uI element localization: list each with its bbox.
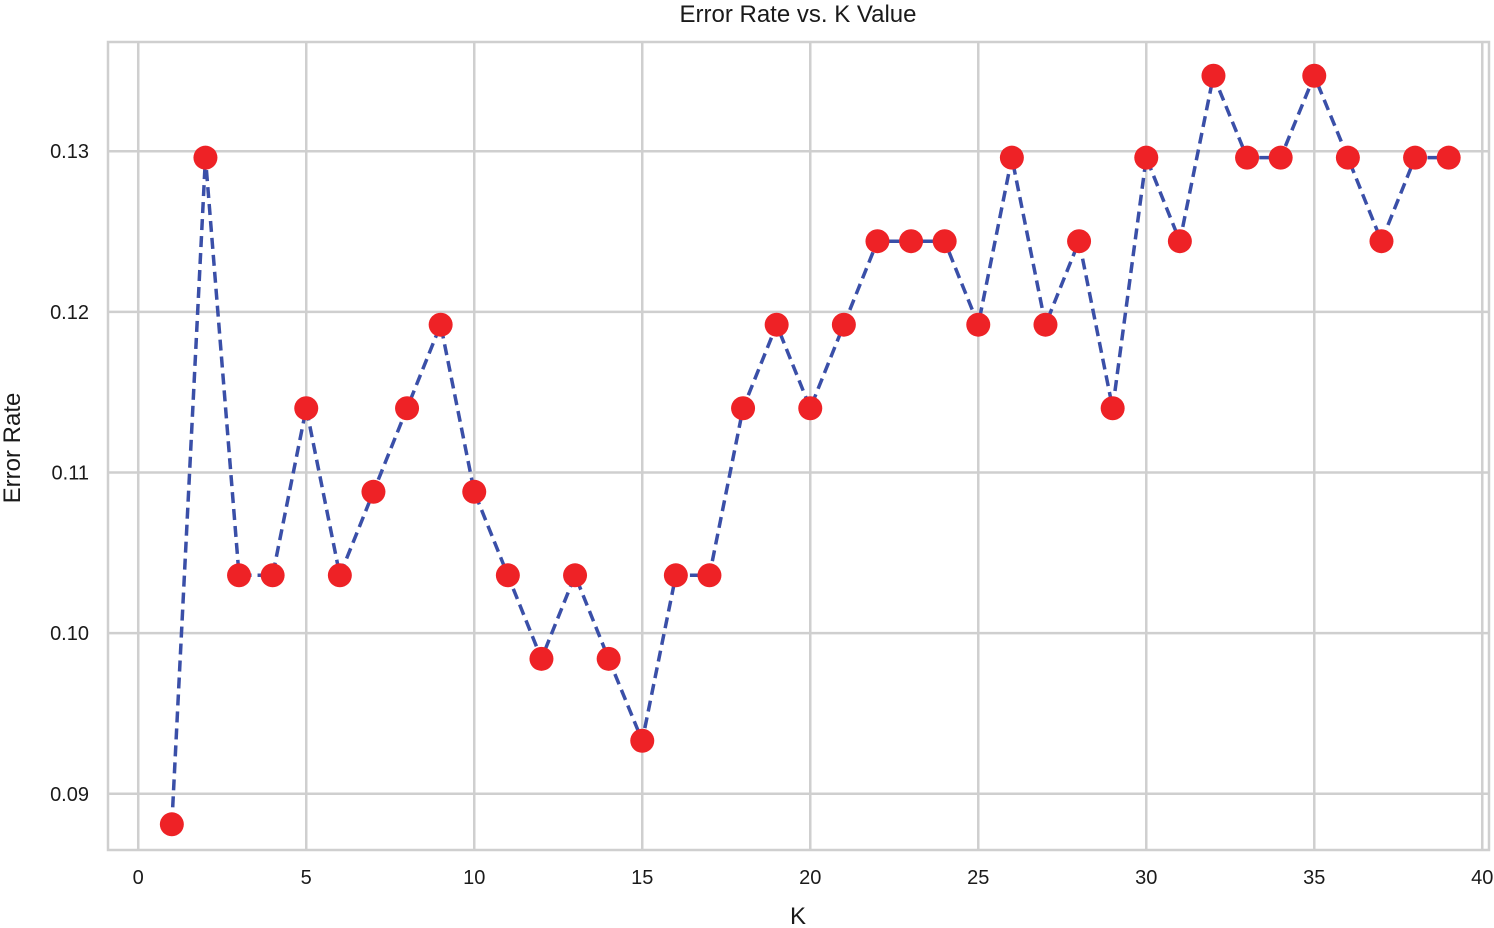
data-point-k18: [731, 396, 756, 421]
x-tick-label: 25: [967, 867, 989, 889]
x-tick-label: 10: [463, 867, 485, 889]
x-tick-label: 20: [799, 867, 821, 889]
y-tick-label: 0.12: [50, 302, 89, 324]
x-tick-label: 0: [133, 867, 144, 889]
data-point-k36: [1335, 145, 1360, 170]
data-point-k39: [1436, 145, 1461, 170]
data-point-k11: [495, 563, 520, 588]
x-tick-label: 30: [1135, 867, 1157, 889]
markers-group: [159, 63, 1461, 837]
x-axis-title: K: [790, 903, 806, 928]
data-point-k21: [831, 312, 856, 337]
y-tick-label: 0.09: [50, 784, 89, 806]
y-tick-labels: 0.09 0.10 0.11 0.12 0.13: [50, 141, 89, 806]
data-point-k4: [260, 563, 285, 588]
x-tick-labels: 0 5 10 15 20 25 30 35 40: [133, 867, 1494, 889]
chart-title: Error Rate vs. K Value: [680, 1, 917, 28]
y-tick-label: 0.10: [50, 623, 89, 645]
data-point-k5: [294, 396, 319, 421]
y-tick-label: 0.11: [52, 463, 89, 485]
x-tick-label: 15: [631, 867, 653, 889]
data-point-k26: [999, 145, 1024, 170]
y-axis-title: Error Rate: [0, 393, 26, 504]
data-point-k17: [697, 563, 722, 588]
data-point-k2: [193, 145, 218, 170]
x-tick-label: 40: [1471, 867, 1493, 889]
data-point-k25: [966, 312, 991, 337]
series-group: [159, 63, 1461, 837]
data-point-k35: [1302, 63, 1327, 88]
data-point-k14: [596, 646, 621, 671]
data-point-k29: [1100, 396, 1125, 421]
x-tick-label: 35: [1303, 867, 1325, 889]
data-point-k27: [1033, 312, 1058, 337]
data-point-k37: [1369, 229, 1394, 254]
data-point-k1: [159, 812, 184, 837]
data-point-k38: [1403, 145, 1428, 170]
data-point-k16: [663, 563, 688, 588]
data-point-k24: [932, 229, 957, 254]
data-point-k6: [327, 563, 352, 588]
data-point-k9: [428, 312, 453, 337]
data-point-k13: [563, 563, 588, 588]
data-point-k15: [630, 728, 655, 753]
data-point-k12: [529, 646, 554, 671]
grid: [108, 42, 1489, 850]
data-point-k19: [764, 312, 789, 337]
error-rate-line: [170, 69, 1449, 825]
data-point-k22: [865, 229, 890, 254]
y-tick-label: 0.13: [50, 141, 89, 163]
data-point-k23: [899, 229, 924, 254]
data-point-k31: [1167, 229, 1192, 254]
data-point-k34: [1268, 145, 1293, 170]
data-point-k7: [361, 479, 386, 504]
data-point-k3: [227, 563, 252, 588]
data-point-k8: [395, 396, 420, 421]
data-point-k32: [1201, 63, 1226, 88]
plot-frame: [106, 40, 1491, 852]
x-tick-label: 5: [301, 867, 312, 889]
data-point-k20: [798, 396, 823, 421]
data-point-k30: [1134, 145, 1159, 170]
data-point-k10: [462, 479, 487, 504]
data-point-k28: [1067, 229, 1092, 254]
data-point-k33: [1235, 145, 1260, 170]
